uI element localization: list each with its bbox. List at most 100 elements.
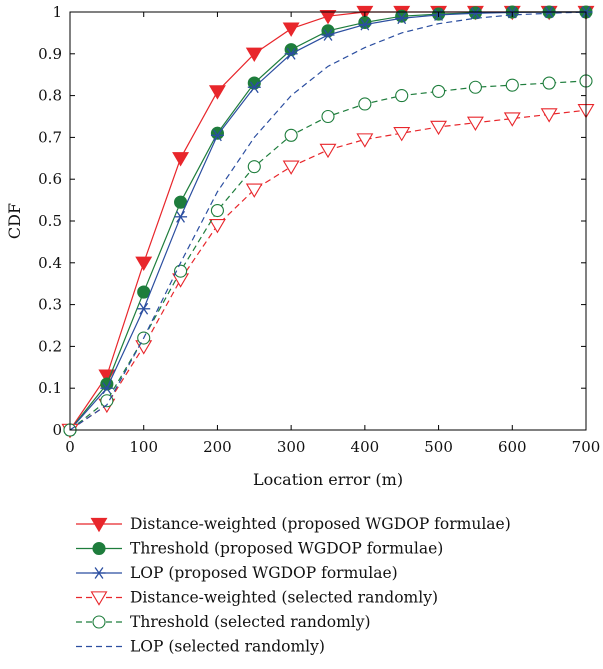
data-point bbox=[393, 127, 411, 142]
plot-area bbox=[61, 5, 595, 439]
series-6 bbox=[69, 11, 587, 431]
series-line bbox=[69, 11, 587, 431]
data-point bbox=[466, 116, 484, 131]
y-tick-label: 0.2 bbox=[38, 337, 62, 355]
series-4 bbox=[61, 104, 595, 439]
marker-triangle bbox=[90, 517, 108, 533]
marker-circle bbox=[542, 76, 556, 90]
legend: Distance-weighted (proposed WGDOP formul… bbox=[76, 515, 511, 656]
marker-triangle bbox=[319, 143, 337, 159]
series-line bbox=[69, 109, 587, 431]
marker-triangle bbox=[245, 47, 263, 63]
marker-circle bbox=[358, 15, 372, 30]
marker-asterisk-stroke bbox=[212, 129, 222, 142]
marker-asterisk-stroke bbox=[102, 382, 112, 395]
marker-circle bbox=[247, 76, 261, 90]
data-point bbox=[358, 18, 372, 31]
data-point bbox=[247, 76, 261, 90]
data-point bbox=[321, 109, 335, 124]
series-2 bbox=[63, 5, 593, 437]
legend-entry-2: Threshold (proposed WGDOP formulae) bbox=[76, 540, 443, 558]
x-tick-label: 700 bbox=[572, 438, 601, 456]
series-3 bbox=[63, 6, 593, 436]
legend-entry-1: Distance-weighted (proposed WGDOP formul… bbox=[76, 515, 511, 533]
marker-circle bbox=[92, 541, 106, 556]
data-point bbox=[284, 47, 298, 60]
data-point bbox=[356, 133, 374, 148]
legend-label: Threshold (proposed WGDOP formulae) bbox=[130, 540, 443, 558]
y-tick-label: 0.7 bbox=[38, 128, 62, 146]
marker-triangle bbox=[319, 10, 337, 25]
y-tick-label: 0 bbox=[52, 421, 62, 439]
plot-frame bbox=[69, 11, 587, 431]
data-point bbox=[284, 128, 298, 142]
data-point bbox=[137, 285, 151, 299]
data-point bbox=[319, 143, 337, 159]
marker-triangle bbox=[430, 120, 448, 136]
legend-entry-6: LOP (selected randomly) bbox=[76, 638, 325, 656]
series-line bbox=[69, 11, 586, 431]
series-line bbox=[69, 11, 586, 431]
data-point bbox=[358, 15, 372, 30]
marker-circle bbox=[358, 97, 372, 111]
legend-label: Distance-weighted (selected randomly) bbox=[130, 589, 438, 607]
marker-triangle bbox=[393, 127, 411, 142]
data-point bbox=[282, 160, 300, 175]
y-tick-label: 1 bbox=[52, 3, 62, 21]
data-point bbox=[210, 204, 224, 218]
y-axis-label: CDF bbox=[5, 203, 24, 239]
data-point bbox=[430, 120, 448, 136]
marker-triangle bbox=[208, 219, 226, 234]
series-1 bbox=[61, 5, 595, 439]
data-point bbox=[542, 76, 556, 90]
legend-label: LOP (proposed WGDOP formulae) bbox=[130, 564, 398, 582]
data-point bbox=[505, 78, 519, 92]
x-tick-label: 100 bbox=[129, 438, 158, 456]
data-point bbox=[503, 112, 521, 127]
data-point bbox=[245, 47, 263, 63]
data-point bbox=[321, 29, 335, 41]
legend-marker bbox=[92, 615, 106, 629]
data-point bbox=[319, 10, 337, 25]
series-line bbox=[69, 11, 586, 431]
x-tick-label: 0 bbox=[65, 438, 75, 456]
x-axis-label: Location error (m) bbox=[253, 470, 403, 489]
marker-circle bbox=[92, 615, 106, 629]
x-tick-label: 600 bbox=[498, 438, 527, 456]
data-point bbox=[100, 394, 114, 408]
y-tick-label: 0.9 bbox=[38, 45, 62, 63]
x-tick-label: 500 bbox=[424, 438, 453, 456]
marker-triangle bbox=[356, 133, 374, 148]
legend-marker bbox=[92, 567, 106, 579]
data-point bbox=[395, 89, 409, 103]
data-point bbox=[468, 80, 482, 94]
data-point bbox=[174, 264, 188, 278]
marker-asterisk-stroke bbox=[397, 12, 407, 25]
legend-marker bbox=[90, 517, 108, 533]
data-point bbox=[468, 7, 482, 20]
data-point bbox=[358, 97, 372, 111]
y-tick-label: 0.3 bbox=[38, 296, 62, 314]
marker-asterisk-stroke bbox=[176, 210, 186, 223]
marker-asterisk-stroke bbox=[286, 47, 296, 60]
marker-triangle bbox=[282, 22, 300, 37]
data-point bbox=[245, 183, 263, 198]
marker-asterisk-stroke bbox=[139, 302, 149, 315]
data-point bbox=[282, 22, 300, 37]
axes: 0 100 200 300 400 500 600 700 0 0.1 0.2 0.3 0.4 0.5 0.… bbox=[5, 3, 600, 489]
data-point bbox=[540, 108, 558, 123]
legend-entry-3: LOP (proposed WGDOP formulae) bbox=[76, 564, 398, 582]
y-tick-label: 0.6 bbox=[38, 170, 62, 188]
y-tick-label: 0.4 bbox=[38, 254, 62, 272]
legend-entry-5: Threshold (selected randomly) bbox=[76, 613, 371, 631]
x-tick-label: 200 bbox=[203, 438, 232, 456]
data-point bbox=[247, 160, 261, 174]
marker-asterisk-stroke bbox=[94, 567, 104, 579]
marker-asterisk-stroke bbox=[470, 7, 480, 20]
data-point bbox=[174, 210, 188, 223]
marker-triangle bbox=[466, 116, 484, 131]
x-tick-label: 400 bbox=[351, 438, 380, 456]
data-point bbox=[208, 219, 226, 234]
marker-circle bbox=[505, 78, 519, 92]
